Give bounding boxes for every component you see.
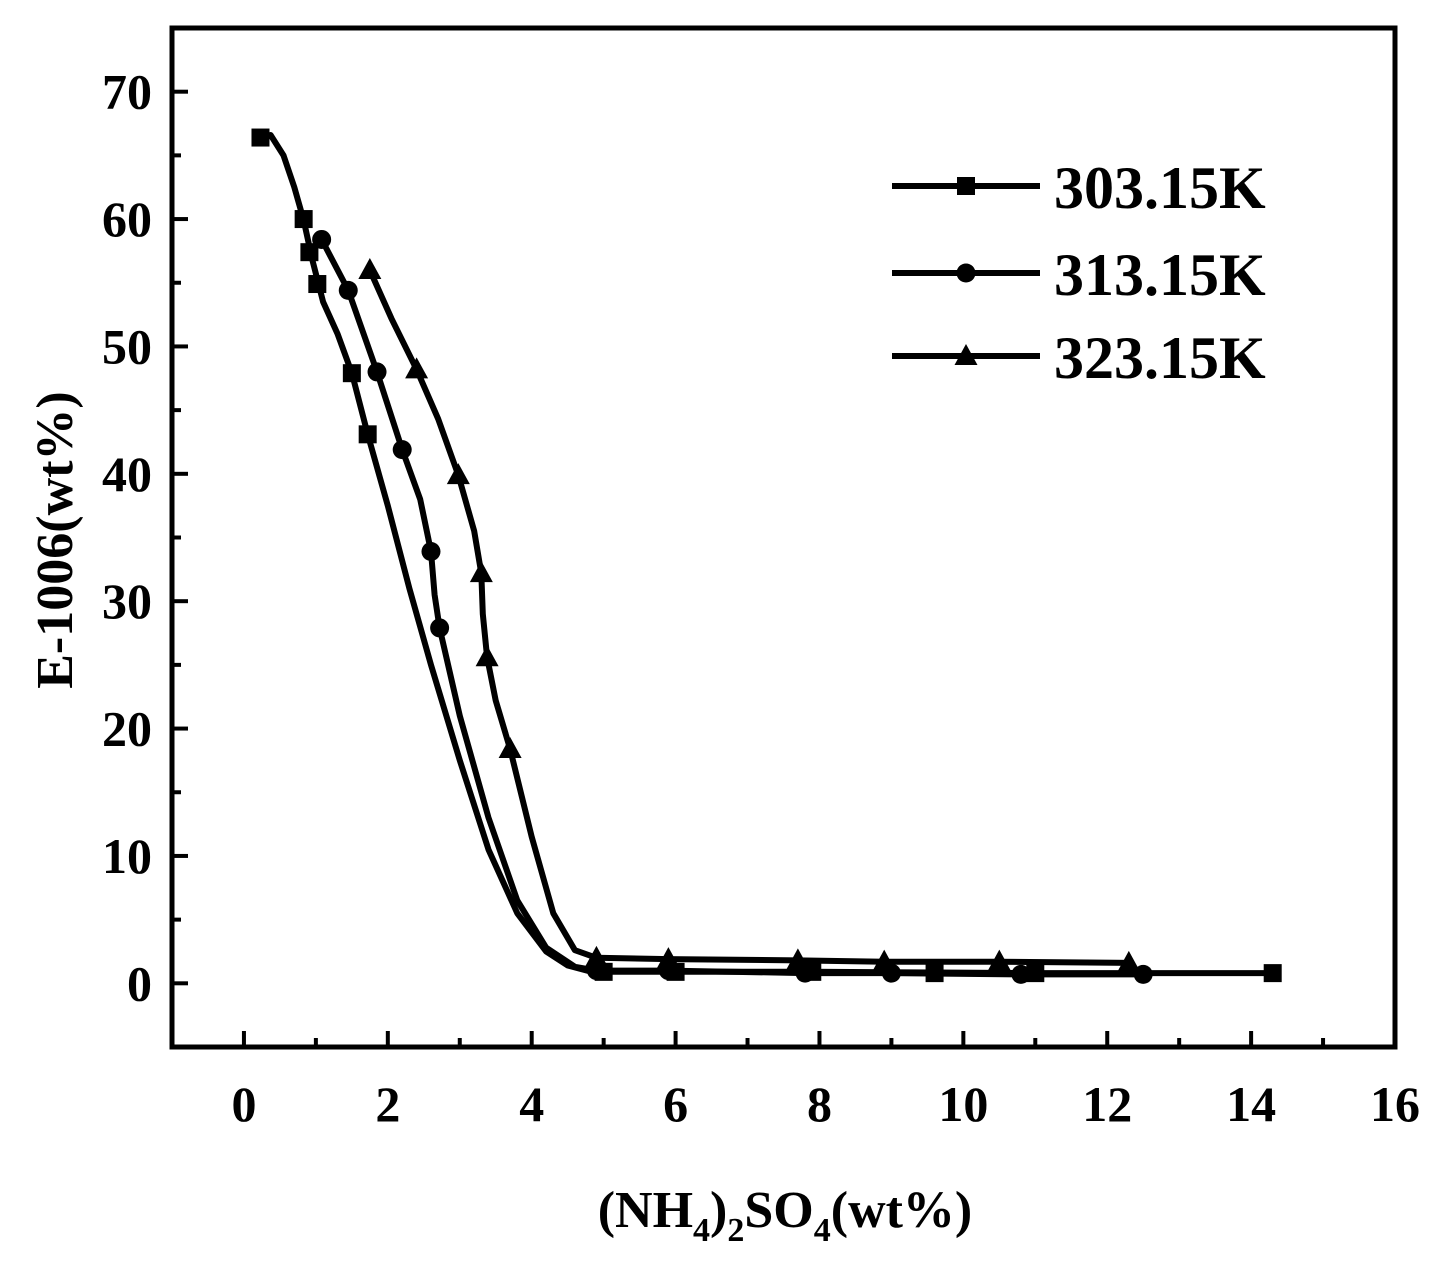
series-layer <box>251 128 1282 984</box>
data-point-triangle <box>446 463 470 485</box>
x-tick-label: 14 <box>1226 1076 1276 1132</box>
y-tick-label: 10 <box>102 828 152 884</box>
data-point-circle <box>1011 964 1031 984</box>
data-point-circle <box>392 440 412 460</box>
legend-label: 313.15K <box>1054 242 1266 308</box>
y-tick-label: 50 <box>102 318 152 374</box>
y-tick-label: 30 <box>102 573 152 629</box>
data-point-circle <box>430 618 450 638</box>
legend-label: 323.15K <box>1054 325 1266 391</box>
x-tick-label: 12 <box>1082 1076 1132 1132</box>
data-point-triangle <box>656 947 680 969</box>
data-point-triangle <box>405 357 429 379</box>
series-triangle <box>358 258 1141 972</box>
y-axis: 0 10 20 30 40 50 60 70 <box>102 64 188 1011</box>
y-tick-label: 70 <box>102 64 152 120</box>
y-tick-label: 20 <box>102 701 152 757</box>
data-point-triangle <box>358 258 382 280</box>
data-point-triangle <box>469 561 493 583</box>
x-axis-title: (NH4)2SO4(wt%) <box>598 1182 973 1249</box>
series-line <box>318 236 1147 978</box>
series-line <box>366 267 1132 966</box>
x-tick-label: 16 <box>1370 1076 1420 1132</box>
x-tick-label: 6 <box>663 1076 688 1132</box>
x-tick-label: 4 <box>519 1076 544 1132</box>
data-point-square <box>294 210 313 229</box>
data-point-square <box>251 128 270 147</box>
data-point-square <box>342 364 361 383</box>
data-point-triangle <box>786 948 810 970</box>
y-axis-title: E-1006(wt%) <box>27 391 84 689</box>
series-circle <box>312 229 1153 984</box>
data-point-square <box>300 243 319 262</box>
data-point-triangle <box>498 736 522 758</box>
data-point-circle <box>421 542 441 562</box>
legend: 303.15K 313.15K 323.15K <box>892 155 1266 391</box>
data-point-triangle <box>987 949 1011 971</box>
x-tick-label: 2 <box>375 1076 400 1132</box>
x-tick-label: 0 <box>231 1076 256 1132</box>
data-point-circle <box>338 280 358 300</box>
x-tick-label: 10 <box>938 1076 988 1132</box>
data-point-circle <box>367 362 387 382</box>
data-point-triangle <box>872 949 896 971</box>
data-point-triangle <box>584 945 608 967</box>
y-tick-label: 40 <box>102 446 152 502</box>
data-point-triangle <box>475 645 499 667</box>
legend-label: 303.15K <box>1054 155 1266 221</box>
legend-marker-circle <box>956 263 976 283</box>
data-point-triangle <box>1117 950 1141 972</box>
x-tick-label: 8 <box>807 1076 832 1132</box>
data-point-square <box>358 425 377 444</box>
legend-marker-square <box>957 177 975 195</box>
legend-marker-triangle <box>954 344 978 365</box>
y-tick-label: 60 <box>102 191 152 247</box>
data-point-square <box>1263 964 1282 983</box>
data-point-square <box>308 275 327 294</box>
data-point-circle <box>312 229 332 249</box>
x-axis: 0 2 4 6 8 10 12 14 16 <box>231 1031 1420 1132</box>
y-tick-label: 0 <box>127 955 152 1011</box>
